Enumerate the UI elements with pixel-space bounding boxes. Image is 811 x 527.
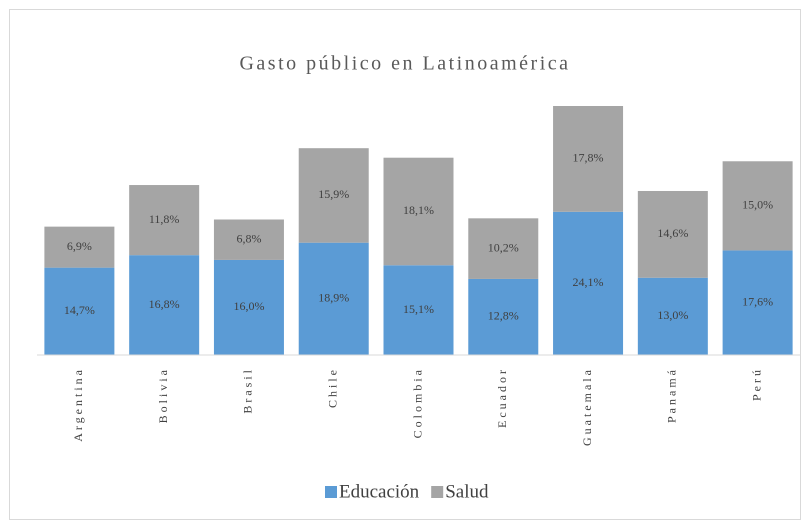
x-tick-label: Chile	[325, 367, 339, 408]
x-tick-label: Ecuador	[495, 367, 509, 428]
bar-segment	[637, 190, 708, 278]
x-tick-label: Colombia	[410, 367, 424, 438]
bar-segment	[129, 255, 200, 355]
x-tick-label: Brasil	[241, 367, 255, 414]
data-label: 6,8%	[236, 231, 261, 245]
data-label: 24,1%	[573, 275, 604, 289]
bar-segment	[383, 157, 454, 266]
data-label: 14,6%	[657, 226, 688, 240]
data-label: 16,0%	[233, 299, 264, 313]
data-label: 17,6%	[742, 294, 773, 308]
data-label: 15,9%	[318, 187, 349, 201]
bar-segment	[468, 278, 539, 355]
data-label: 12,8%	[488, 309, 519, 323]
bar-segment	[553, 211, 624, 355]
bar-segment	[722, 161, 793, 251]
bar-segment	[213, 219, 284, 260]
legend-swatch	[431, 486, 444, 498]
x-tick-label: Bolivia	[156, 367, 170, 423]
bar-segment	[468, 218, 539, 279]
data-label: 6,9%	[67, 239, 92, 253]
data-label: 17,8%	[573, 151, 604, 165]
x-tick-label: Guatemala	[580, 367, 594, 446]
bar-segment	[129, 185, 200, 256]
data-label: 18,1%	[403, 203, 434, 217]
bar-segment	[722, 250, 793, 355]
data-label: 10,2%	[488, 240, 519, 254]
bar-segment	[637, 277, 708, 355]
bar-segment	[44, 226, 115, 268]
x-tick-label: Perú	[749, 367, 763, 401]
legend-label: Educación	[339, 481, 420, 502]
data-label: 16,8%	[149, 297, 180, 311]
bar-segment	[553, 106, 624, 212]
x-tick-label: Panamá	[665, 367, 679, 423]
bar-segment	[383, 265, 454, 355]
chart-title: Gasto público en Latinoamérica	[239, 53, 570, 75]
bar-segment	[213, 259, 284, 355]
x-tick-label: Argentina	[71, 367, 85, 442]
data-label: 11,8%	[149, 212, 180, 226]
data-label: 18,9%	[318, 291, 349, 305]
bar-segment	[44, 267, 115, 355]
legend: Educación Salud	[325, 481, 489, 502]
bar-segment	[298, 242, 369, 355]
bar-segment	[298, 148, 369, 243]
data-label: 13,0%	[657, 308, 688, 322]
data-label: 15,0%	[742, 198, 773, 212]
legend-label: Salud	[445, 481, 489, 502]
legend-swatch	[325, 486, 337, 498]
data-label: 15,1%	[403, 302, 434, 316]
data-label: 14,7%	[64, 303, 95, 317]
